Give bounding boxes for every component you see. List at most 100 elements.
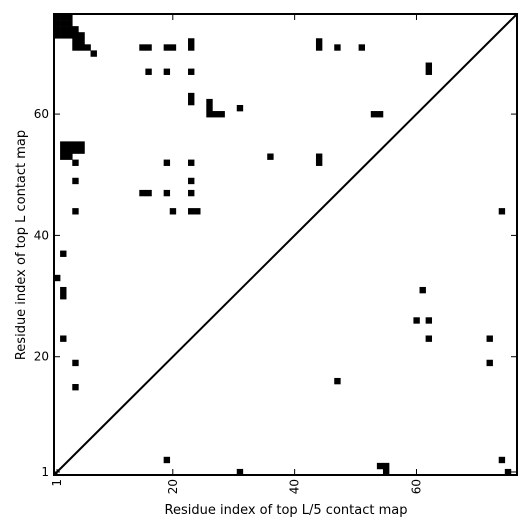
contact-cell-upper xyxy=(66,20,73,27)
contact-cell-lower xyxy=(60,286,67,294)
contact-cell-lower xyxy=(188,208,195,215)
contact-cell-lower xyxy=(188,189,195,197)
contact-cell-lower xyxy=(425,317,433,324)
contact-cell-upper xyxy=(315,38,323,45)
contact-cell-upper xyxy=(163,68,171,75)
contact-cell-lower xyxy=(72,141,79,148)
plot-frame xyxy=(53,13,518,476)
x-axis-label: Residue index of top L/5 contact map xyxy=(165,503,408,518)
contact-cell-upper xyxy=(54,26,61,33)
contact-cell-lower xyxy=(382,468,390,476)
contact-cell-upper xyxy=(60,14,67,21)
contact-cell-upper xyxy=(78,44,85,51)
x-tick-label: 20 xyxy=(166,479,180,494)
axis-ticks: 1 20 40 60 1 20 40 60 xyxy=(34,14,517,494)
contact-cell-upper xyxy=(218,111,225,118)
y-tick-label: 1 xyxy=(41,465,49,479)
contact-cell-lower xyxy=(78,147,85,154)
contact-cell-lower xyxy=(334,377,341,385)
contact-cell-lower xyxy=(486,335,493,342)
contact-cell-lower xyxy=(60,250,67,257)
contact-cell-upper xyxy=(78,38,85,45)
contact-cell-upper xyxy=(145,44,152,51)
x-tick-label: 1 xyxy=(50,479,64,487)
contact-cell-upper xyxy=(78,32,85,39)
contact-cell-upper xyxy=(60,26,67,33)
contact-cell-lower xyxy=(60,147,67,154)
contact-cell-upper xyxy=(60,20,67,27)
contact-cell-lower xyxy=(267,153,274,160)
contact-cell-upper xyxy=(72,26,79,33)
contact-cell-lower xyxy=(60,153,67,160)
contact-cell-upper xyxy=(54,20,61,27)
contact-cell-lower xyxy=(382,462,390,470)
contact-cell-lower xyxy=(163,189,171,197)
contact-cell-lower xyxy=(236,468,244,476)
contact-cell-upper xyxy=(66,32,73,39)
contact-cell-lower xyxy=(60,141,67,148)
contact-cell-lower xyxy=(72,384,79,391)
contact-cell-lower xyxy=(376,462,384,470)
y-tick-label: 20 xyxy=(34,350,49,364)
contact-cell-lower xyxy=(486,359,493,367)
contact-cell-upper xyxy=(139,44,146,51)
contact-cell-lower xyxy=(72,147,79,154)
contact-cell-upper xyxy=(188,92,195,100)
contact-cell-upper xyxy=(236,104,244,112)
contact-cell-upper xyxy=(206,104,213,112)
contact-cell-upper xyxy=(72,32,79,39)
contact-cell-lower xyxy=(72,177,79,185)
contact-cell-lower xyxy=(419,286,426,294)
y-tick-label: 60 xyxy=(34,107,49,121)
diagonal-line xyxy=(53,13,518,476)
contact-cell-upper xyxy=(206,111,213,118)
contact-cell-upper xyxy=(370,111,378,118)
contact-cell-upper xyxy=(425,68,433,75)
contact-cell-lower xyxy=(78,141,85,148)
contact-cell-upper xyxy=(60,32,67,39)
contact-cell-upper xyxy=(334,44,341,51)
contact-cell-lower xyxy=(60,293,67,300)
contact-cell-lower xyxy=(315,159,323,166)
contact-cell-upper xyxy=(90,50,97,57)
contact-cell-lower xyxy=(504,468,512,476)
contact-cell-lower xyxy=(498,208,506,215)
contact-cell-lower xyxy=(188,177,195,185)
contact-cell-lower xyxy=(194,208,201,215)
contact-cell-lower xyxy=(145,189,152,197)
contact-cell-upper xyxy=(206,98,213,106)
contact-cell-upper xyxy=(212,111,219,118)
contact-cell-lower xyxy=(54,274,61,282)
contact-cell-upper xyxy=(72,38,79,45)
contact-cell-upper xyxy=(163,44,171,51)
y-axis-label: Residue index of top L contact map xyxy=(14,130,29,360)
contact-cell-upper xyxy=(188,38,195,45)
contact-cell-upper xyxy=(425,62,433,69)
contact-cell-lower xyxy=(139,189,146,197)
y-tick-label: 40 xyxy=(34,228,49,242)
contact-cell-upper xyxy=(54,32,61,39)
contact-cell-lower xyxy=(315,153,323,160)
contact-cell-upper xyxy=(84,44,91,51)
contact-cell-upper xyxy=(315,44,323,51)
contact-cell-lower xyxy=(60,335,67,342)
contact-cell-lower xyxy=(163,159,171,166)
contact-cell-upper xyxy=(66,26,73,33)
contact-cell-upper xyxy=(188,44,195,51)
contact-cell-lower xyxy=(413,317,420,324)
contact-cell-upper xyxy=(358,44,365,51)
contact-cell-lower xyxy=(66,147,73,154)
contact-cell-lower xyxy=(66,141,73,148)
contact-cell-lower xyxy=(72,208,79,215)
contact-cell-upper xyxy=(169,44,177,51)
contact-cell-upper xyxy=(188,68,195,75)
contact-cell-lower xyxy=(163,456,171,464)
contact-cell-upper xyxy=(66,14,73,21)
contact-cell-upper xyxy=(188,98,195,106)
contact-cell-lower xyxy=(72,159,79,166)
contact-cell-upper xyxy=(145,68,152,75)
x-tick-label: 40 xyxy=(288,479,302,494)
contact-cell-upper xyxy=(376,111,384,118)
x-tick-label: 60 xyxy=(409,479,423,494)
